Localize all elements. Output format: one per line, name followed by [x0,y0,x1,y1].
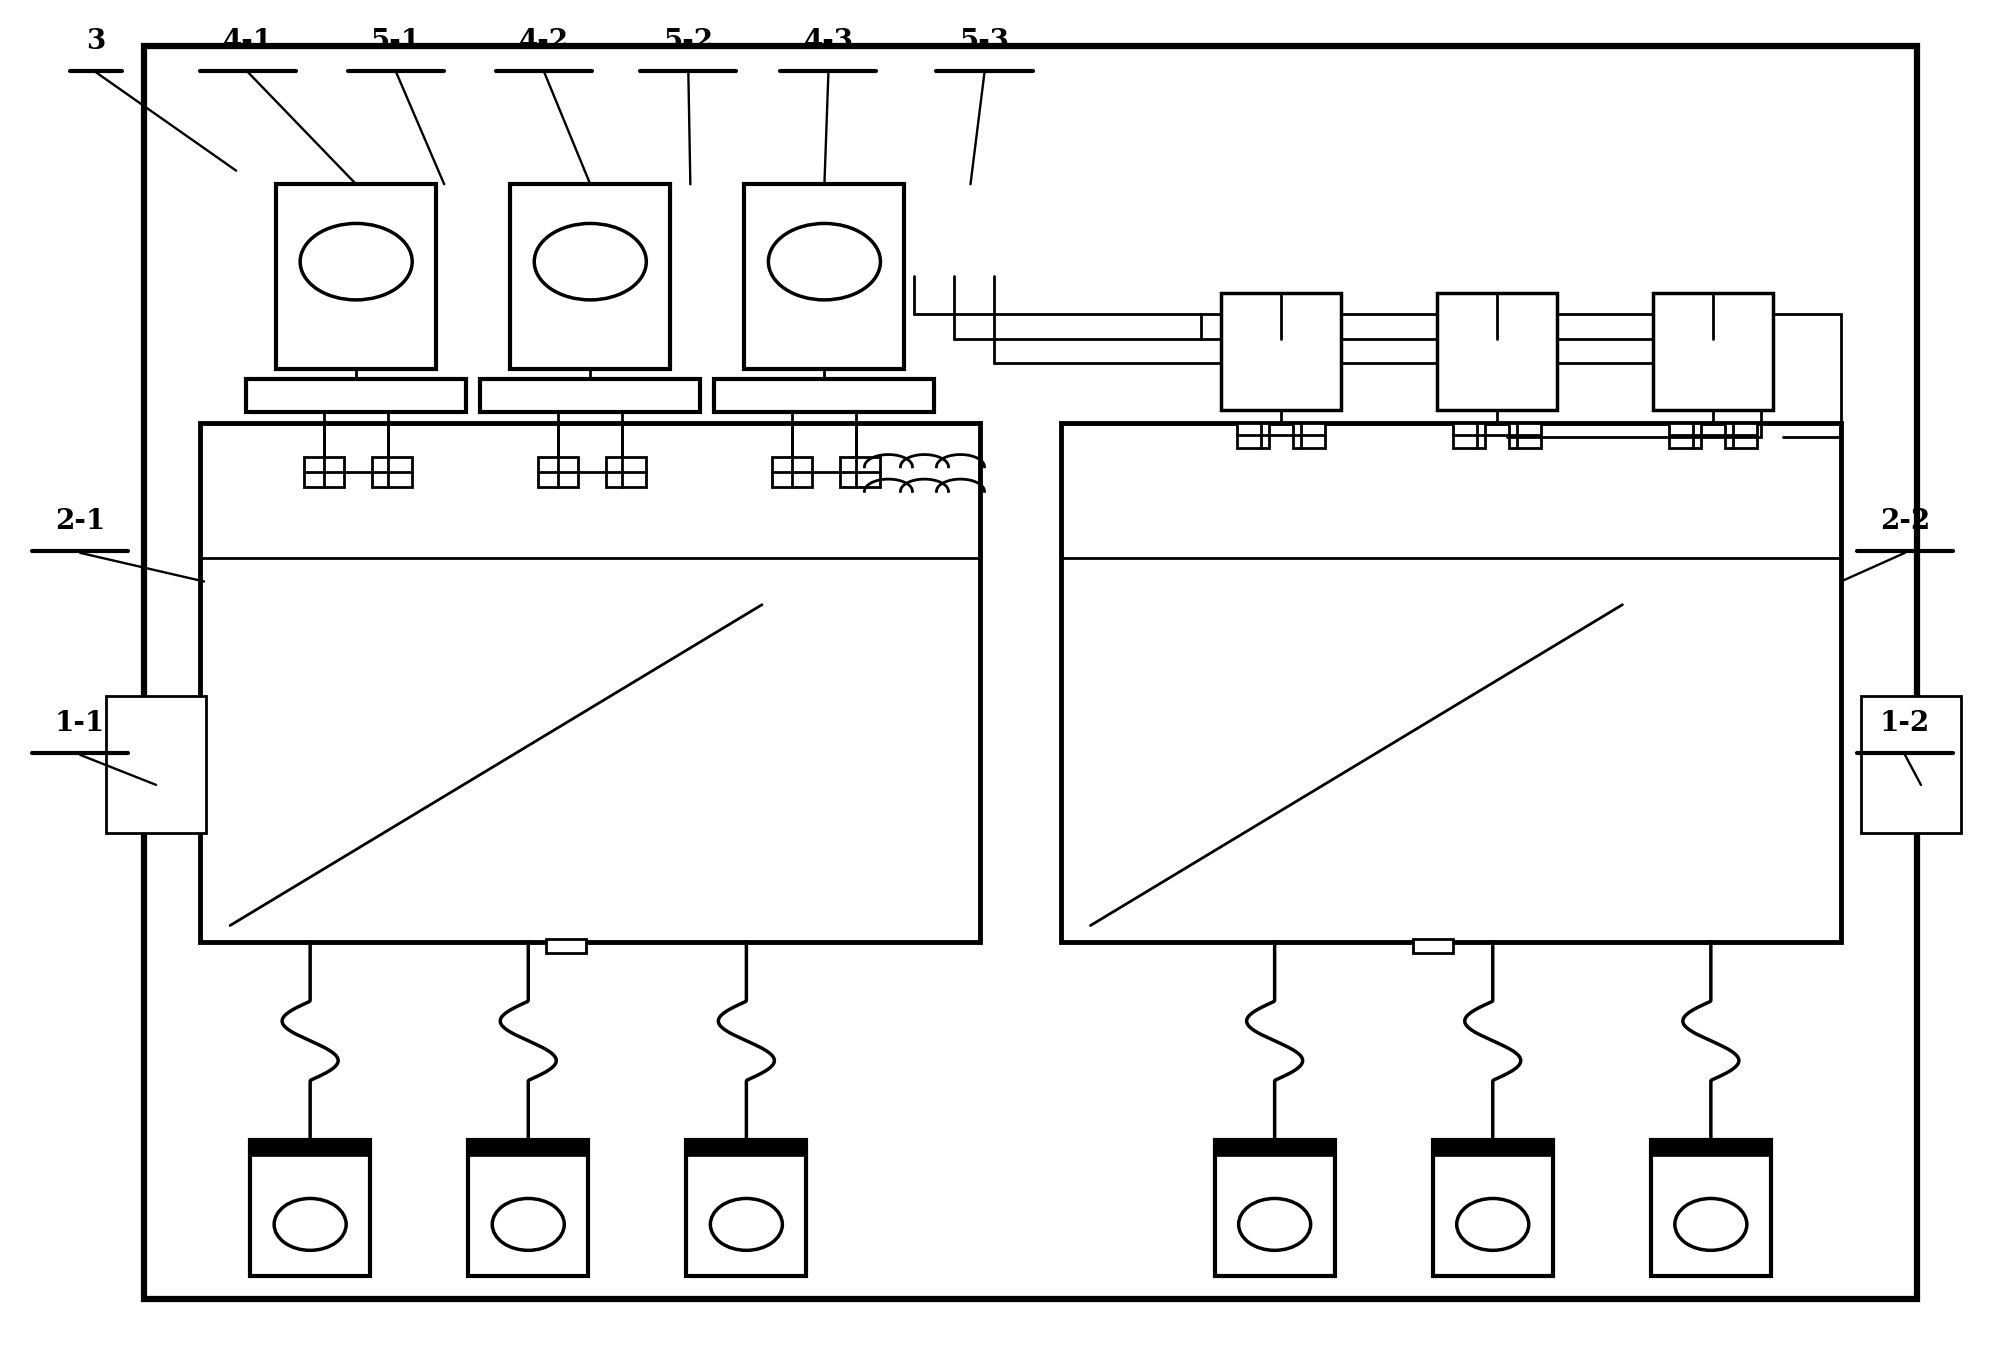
Ellipse shape [1675,1198,1747,1250]
FancyBboxPatch shape [144,46,1917,1299]
FancyBboxPatch shape [304,457,344,487]
Ellipse shape [1239,1198,1311,1250]
Text: 2-1: 2-1 [54,508,106,535]
FancyBboxPatch shape [106,696,206,833]
Ellipse shape [274,1198,346,1250]
Circle shape [300,224,412,300]
Text: 1-1: 1-1 [54,710,106,737]
FancyBboxPatch shape [1669,423,1701,448]
FancyBboxPatch shape [510,184,670,369]
FancyBboxPatch shape [468,1140,588,1156]
Text: 1-2: 1-2 [1879,710,1931,737]
FancyBboxPatch shape [246,379,466,412]
Text: 4-1: 4-1 [222,27,274,55]
FancyBboxPatch shape [840,457,880,487]
FancyBboxPatch shape [1651,1140,1771,1276]
FancyBboxPatch shape [1653,293,1773,410]
FancyBboxPatch shape [1437,293,1557,410]
Text: 5-1: 5-1 [370,27,422,55]
Circle shape [534,224,646,300]
FancyBboxPatch shape [606,457,646,487]
FancyBboxPatch shape [468,1140,588,1276]
FancyBboxPatch shape [372,457,412,487]
FancyBboxPatch shape [1215,1140,1335,1156]
FancyBboxPatch shape [772,457,812,487]
FancyBboxPatch shape [1061,423,1841,942]
FancyBboxPatch shape [546,939,586,953]
Ellipse shape [1457,1198,1529,1250]
FancyBboxPatch shape [686,1140,806,1156]
FancyBboxPatch shape [1293,423,1325,448]
FancyBboxPatch shape [276,184,436,369]
Text: 4-2: 4-2 [518,27,570,55]
FancyBboxPatch shape [686,1140,806,1276]
FancyBboxPatch shape [250,1140,370,1276]
FancyBboxPatch shape [200,423,980,942]
FancyBboxPatch shape [1433,1140,1553,1276]
FancyBboxPatch shape [538,457,578,487]
Ellipse shape [492,1198,564,1250]
FancyBboxPatch shape [1651,1140,1771,1156]
FancyBboxPatch shape [250,1140,370,1156]
FancyBboxPatch shape [1509,423,1541,448]
FancyBboxPatch shape [1453,423,1485,448]
FancyBboxPatch shape [1237,423,1269,448]
FancyBboxPatch shape [480,379,700,412]
FancyBboxPatch shape [1215,1140,1335,1276]
Circle shape [768,224,880,300]
FancyBboxPatch shape [714,379,934,412]
FancyBboxPatch shape [744,184,904,369]
Text: 4-3: 4-3 [804,27,852,55]
FancyBboxPatch shape [1861,696,1961,833]
FancyBboxPatch shape [1413,939,1453,953]
FancyBboxPatch shape [1725,423,1757,448]
Text: 5-3: 5-3 [960,27,1009,55]
FancyBboxPatch shape [1221,293,1341,410]
FancyBboxPatch shape [1433,1140,1553,1156]
Text: 2-2: 2-2 [1879,508,1931,535]
Ellipse shape [710,1198,782,1250]
Text: 3: 3 [86,27,106,55]
Text: 5-2: 5-2 [662,27,714,55]
